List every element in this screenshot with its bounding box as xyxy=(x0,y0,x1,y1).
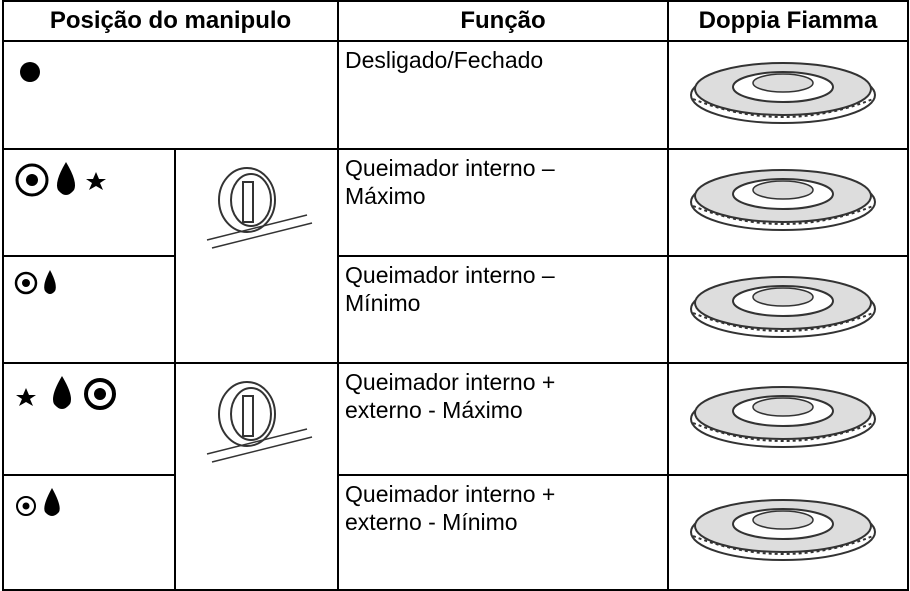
symbol-cell xyxy=(2,362,176,476)
function-text: Queimador interno – xyxy=(345,262,555,288)
burner-icon xyxy=(690,276,877,338)
function-text: externo - Mínimo xyxy=(345,509,518,535)
function-text: Queimador interno + xyxy=(345,481,556,507)
header-cell: Função xyxy=(337,0,670,42)
min-symbol xyxy=(14,270,56,295)
burner-cell xyxy=(667,40,910,150)
burner-cell xyxy=(667,148,910,257)
header-cell: Doppia Fiamma xyxy=(667,0,910,42)
function-cell: Queimador interno + externo - Máximo xyxy=(337,362,670,476)
function-text: Mínimo xyxy=(345,290,421,316)
function-cell: Queimador interno – Máximo xyxy=(337,148,670,257)
function-text: externo - Máximo xyxy=(345,397,523,423)
symbol-cell xyxy=(2,255,176,364)
function-cell: Queimador interno – Mínimo xyxy=(337,255,670,364)
max-symbol xyxy=(16,376,116,410)
burner-icon xyxy=(690,499,877,561)
symbol-cell xyxy=(2,148,176,257)
max-symbol xyxy=(15,162,106,197)
function-text: Máximo xyxy=(345,183,426,209)
function-text: Queimador interno – xyxy=(345,155,555,181)
function-cell: Queimador interno + externo - Mínimo xyxy=(337,474,670,591)
header-cell: Posição do manipulo xyxy=(1,0,340,42)
burner-cell xyxy=(667,362,910,476)
knob-cell xyxy=(173,148,340,364)
knob-icon xyxy=(205,381,313,463)
knob-cell xyxy=(173,362,340,591)
off-symbol xyxy=(20,62,40,82)
burner-icon xyxy=(690,61,877,124)
function-text: Desligado/Fechado xyxy=(345,47,544,73)
symbol-cell xyxy=(2,474,176,591)
burner-icon xyxy=(690,385,877,448)
knob-icon xyxy=(205,167,313,249)
symbol-cell xyxy=(1,40,340,150)
function-text: Queimador interno + xyxy=(345,369,556,395)
min-symbol xyxy=(16,488,60,516)
burner-cell xyxy=(667,255,910,364)
burner-cell xyxy=(667,474,910,591)
function-cell: Desligado/Fechado xyxy=(337,40,670,150)
burner-icon xyxy=(690,169,877,231)
